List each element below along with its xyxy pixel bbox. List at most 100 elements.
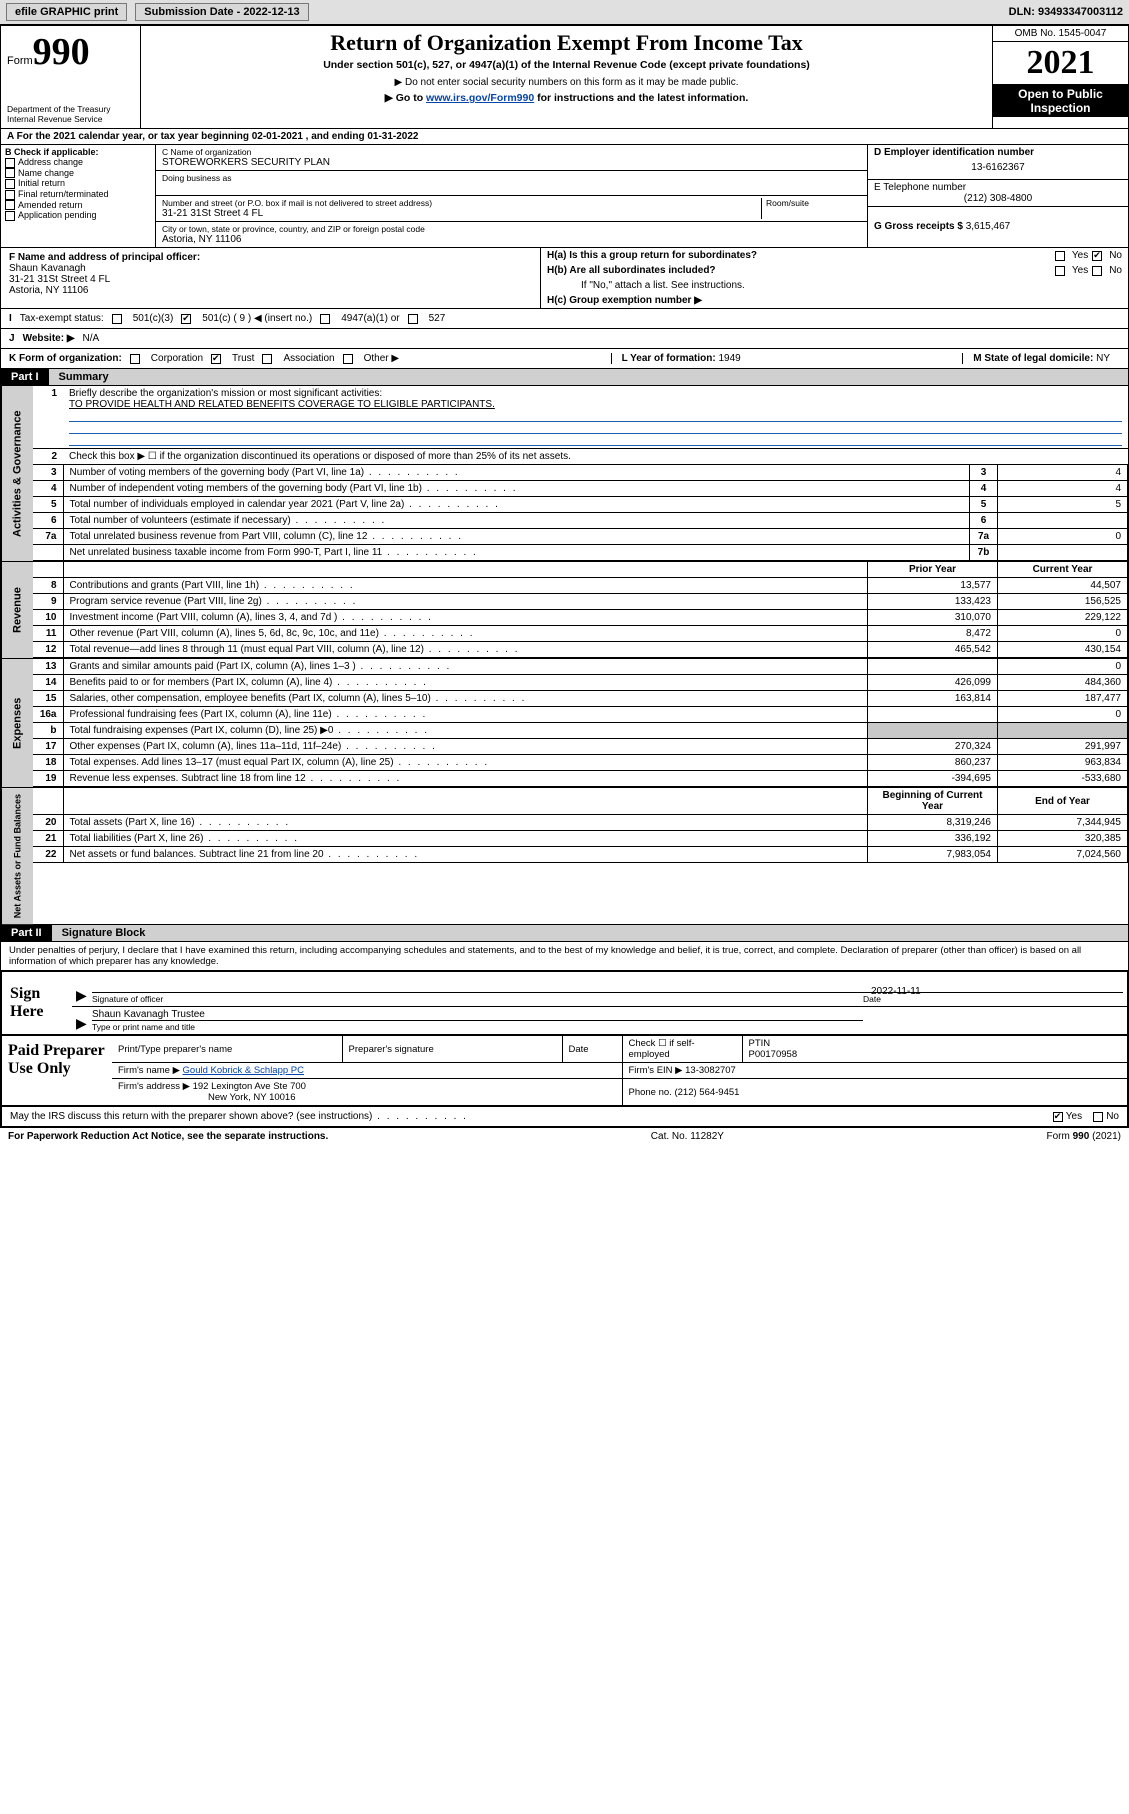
officer-label: F Name and address of principal officer: <box>9 252 532 263</box>
paperwork-notice: For Paperwork Reduction Act Notice, see … <box>8 1131 328 1142</box>
revenue-table: Prior YearCurrent Year8Contributions and… <box>33 562 1128 658</box>
firm-name-label: Firm's name ▶ <box>118 1065 180 1076</box>
table-row: 12Total revenue—add lines 8 through 11 (… <box>33 642 1128 658</box>
tax-period-row: A For the 2021 calendar year, or tax yea… <box>0 129 1129 145</box>
sign-here-block: Sign Here ▶ Signature of officer 2022-11… <box>0 971 1129 1036</box>
table-row: 19Revenue less expenses. Subtract line 1… <box>33 771 1128 787</box>
hb-yes-checkbox[interactable] <box>1055 266 1065 276</box>
efile-topbar: efile GRAPHIC print Submission Date - 20… <box>0 0 1129 25</box>
check-address-change[interactable]: Address change <box>18 157 83 167</box>
penalty-statement: Under penalties of perjury, I declare th… <box>0 942 1129 971</box>
governance-table: 3Number of voting members of the governi… <box>33 465 1128 561</box>
preparer-name-header: Print/Type preparer's name <box>112 1036 342 1063</box>
ha-yes-checkbox[interactable] <box>1055 251 1065 261</box>
q1-label: Briefly describe the organization's miss… <box>69 388 1122 399</box>
tax-exempt-row: I Tax-exempt status: 501(c)(3) 501(c) ( … <box>0 309 1129 329</box>
year-formation-label: L Year of formation: <box>622 353 716 364</box>
table-row: 17Other expenses (Part IX, column (A), l… <box>33 739 1128 755</box>
submission-date-button[interactable]: Submission Date - 2022-12-13 <box>135 3 308 21</box>
part2-bar: Part II Signature Block <box>0 925 1129 942</box>
form-header: Form990 Department of the Treasury Inter… <box>0 25 1129 129</box>
gross-receipts-value: 3,615,467 <box>966 221 1011 232</box>
expenses-table: 13Grants and similar amounts paid (Part … <box>33 659 1128 787</box>
check-trust[interactable] <box>211 354 221 364</box>
part1-title: Summary <box>49 369 1128 385</box>
gross-receipts-label: G Gross receipts $ <box>874 221 963 232</box>
table-row: 20Total assets (Part X, line 16)8,319,24… <box>33 815 1128 831</box>
vtab-revenue: Revenue <box>1 562 33 658</box>
table-header-row: Prior YearCurrent Year <box>33 562 1128 578</box>
form-990-label: Form990 <box>7 30 134 74</box>
dln-label: DLN: 93493347003112 <box>1009 6 1123 18</box>
discuss-no-checkbox[interactable] <box>1093 1112 1103 1122</box>
check-name-change[interactable]: Name change <box>18 168 74 178</box>
check-corporation[interactable] <box>130 354 140 364</box>
signature-officer-label: Signature of officer <box>92 992 863 1004</box>
ptin-label: PTIN <box>749 1038 771 1049</box>
hb-label: H(b) Are all subordinates included? <box>547 265 716 276</box>
firm-addr1: 192 Lexington Ave Ste 700 <box>193 1081 306 1092</box>
omb-number: OMB No. 1545-0047 <box>993 26 1128 42</box>
check-4947a1[interactable] <box>320 314 330 324</box>
table-row: 9Program service revenue (Part VIII, lin… <box>33 594 1128 610</box>
check-527[interactable] <box>408 314 418 324</box>
hb-note: If "No," attach a list. See instructions… <box>541 278 1128 293</box>
ssn-warning: ▶ Do not enter social security numbers o… <box>149 77 984 88</box>
ha-label: H(a) Is this a group return for subordin… <box>547 250 757 261</box>
firm-ein-value: 13-3082707 <box>685 1065 736 1076</box>
section-expenses: Expenses 13Grants and similar amounts pa… <box>0 659 1129 788</box>
ha-no-checkbox[interactable] <box>1092 251 1102 261</box>
check-other[interactable] <box>343 354 353 364</box>
sign-here-label: Sign Here <box>2 972 72 1034</box>
table-row: 5Total number of individuals employed in… <box>33 497 1128 513</box>
firm-name-link[interactable]: Gould Kobrick & Schlapp PC <box>183 1065 304 1076</box>
ein-value: 13-6162367 <box>874 158 1122 177</box>
check-application-pending[interactable]: Application pending <box>18 210 97 220</box>
check-initial-return[interactable]: Initial return <box>18 178 65 188</box>
table-row: 18Total expenses. Add lines 13–17 (must … <box>33 755 1128 771</box>
goto-instructions: ▶ Go to www.irs.gov/Form990 for instruct… <box>149 92 984 104</box>
check-final-return[interactable]: Final return/terminated <box>18 189 109 199</box>
year-formation-value: 1949 <box>719 353 741 364</box>
vtab-expenses: Expenses <box>1 659 33 787</box>
section-governance: Activities & Governance 1 Briefly descri… <box>0 386 1129 562</box>
efile-graphic-print-button[interactable]: efile GRAPHIC print <box>6 3 127 21</box>
table-row: 8Contributions and grants (Part VIII, li… <box>33 578 1128 594</box>
firm-phone-label: Phone no. <box>629 1087 672 1098</box>
hc-label: H(c) Group exemption number ▶ <box>541 293 1128 308</box>
entity-block: B Check if applicable: Address change Na… <box>0 145 1129 248</box>
preparer-date-header: Date <box>562 1036 622 1063</box>
website-row: J Website: ▶ N/A <box>0 329 1129 349</box>
table-row: bTotal fundraising expenses (Part IX, co… <box>33 723 1128 739</box>
triangle-icon: ▶ <box>76 987 92 1004</box>
table-row: 6Total number of volunteers (estimate if… <box>33 513 1128 529</box>
irs-discuss-row: May the IRS discuss this return with the… <box>0 1107 1129 1128</box>
table-row: 11Other revenue (Part VIII, column (A), … <box>33 626 1128 642</box>
check-association[interactable] <box>262 354 272 364</box>
page-footer: For Paperwork Reduction Act Notice, see … <box>0 1128 1129 1145</box>
table-row: 15Salaries, other compensation, employee… <box>33 691 1128 707</box>
firm-ein-label: Firm's EIN ▶ <box>629 1065 683 1076</box>
paid-preparer-label: Paid Preparer Use Only <box>2 1036 112 1105</box>
table-row: 16aProfessional fundraising fees (Part I… <box>33 707 1128 723</box>
check-501c[interactable] <box>181 314 191 324</box>
form-version: Form 990 (2021) <box>1047 1131 1121 1142</box>
table-row: Net unrelated business taxable income fr… <box>33 545 1128 561</box>
check-501c3[interactable] <box>112 314 122 324</box>
discuss-yes-checkbox[interactable] <box>1053 1112 1063 1122</box>
self-employed-check[interactable]: Check ☐ if self-employed <box>622 1036 742 1063</box>
section-revenue: Revenue Prior YearCurrent Year8Contribut… <box>0 562 1129 659</box>
section-net-assets: Net Assets or Fund Balances Beginning of… <box>0 788 1129 925</box>
table-row: 22Net assets or fund balances. Subtract … <box>33 847 1128 863</box>
q2-discontinued: Check this box ▶ ☐ if the organization d… <box>63 449 1128 464</box>
city-value: Astoria, NY 11106 <box>162 234 861 245</box>
open-to-public-badge: Open to Public Inspection <box>993 85 1128 117</box>
form990-link[interactable]: www.irs.gov/Form990 <box>426 92 534 104</box>
state-domicile-value: NY <box>1096 353 1110 364</box>
vtab-net-assets: Net Assets or Fund Balances <box>1 788 33 924</box>
check-amended-return[interactable]: Amended return <box>18 200 83 210</box>
part2-title: Signature Block <box>52 925 1128 941</box>
hb-no-checkbox[interactable] <box>1092 266 1102 276</box>
phone-label: E Telephone number <box>874 182 1122 193</box>
type-name-label: Type or print name and title <box>92 1020 863 1032</box>
